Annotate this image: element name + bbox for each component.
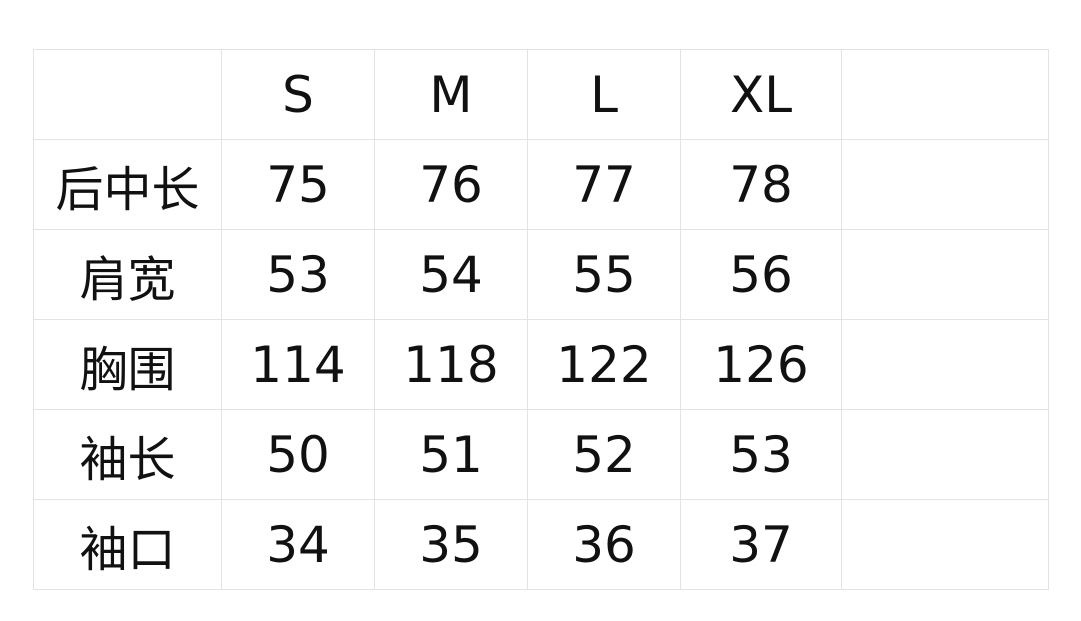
value-cell: 37	[680, 499, 842, 590]
value-cell: 118	[374, 319, 528, 410]
value-cell: 53	[221, 229, 375, 320]
table-row: 胸围 114 118 122 126	[33, 319, 1049, 410]
header-cell	[841, 49, 1049, 140]
value-cell	[841, 229, 1049, 320]
row-label: 胸围	[33, 319, 222, 410]
header-cell: S	[221, 49, 375, 140]
value-cell: 34	[221, 499, 375, 590]
header-cell	[33, 49, 222, 140]
header-row: S M L XL	[33, 49, 1049, 140]
header-cell: XL	[680, 49, 842, 140]
value-cell	[841, 409, 1049, 500]
row-label: 后中长	[33, 139, 222, 230]
value-cell: 35	[374, 499, 528, 590]
value-cell: 50	[221, 409, 375, 500]
table-row: 袖长 50 51 52 53	[33, 409, 1049, 500]
value-cell: 52	[527, 409, 681, 500]
value-cell	[841, 499, 1049, 590]
row-label: 袖长	[33, 409, 222, 500]
table-row: 后中长 75 76 77 78	[33, 139, 1049, 230]
value-cell: 53	[680, 409, 842, 500]
value-cell: 114	[221, 319, 375, 410]
value-cell: 51	[374, 409, 528, 500]
table-row: 袖口 34 35 36 37	[33, 499, 1049, 590]
value-cell: 56	[680, 229, 842, 320]
size-chart-table: S M L XL 后中长 75 76 77 78 肩宽 53 54 55 56 胸围 114 118 122 126…	[33, 49, 1049, 590]
value-cell	[841, 319, 1049, 410]
value-cell: 126	[680, 319, 842, 410]
row-label: 肩宽	[33, 229, 222, 320]
table-row: 肩宽 53 54 55 56	[33, 229, 1049, 320]
value-cell: 55	[527, 229, 681, 320]
value-cell: 76	[374, 139, 528, 230]
value-cell: 77	[527, 139, 681, 230]
value-cell: 36	[527, 499, 681, 590]
value-cell: 78	[680, 139, 842, 230]
value-cell: 122	[527, 319, 681, 410]
value-cell: 75	[221, 139, 375, 230]
header-cell: L	[527, 49, 681, 140]
value-cell: 54	[374, 229, 528, 320]
header-cell: M	[374, 49, 528, 140]
row-label: 袖口	[33, 499, 222, 590]
value-cell	[841, 139, 1049, 230]
